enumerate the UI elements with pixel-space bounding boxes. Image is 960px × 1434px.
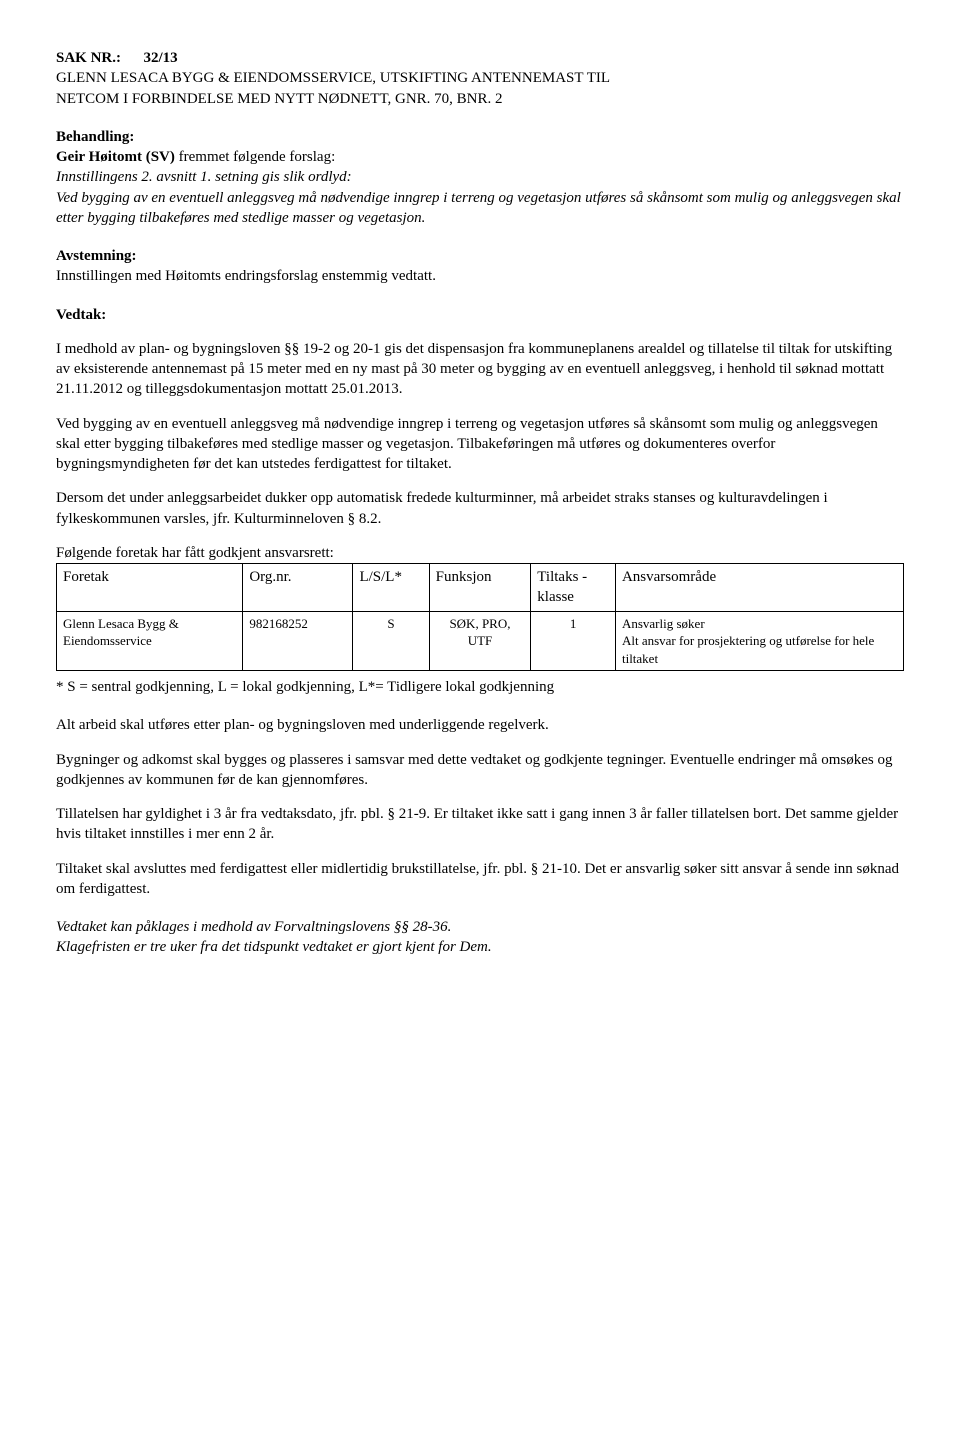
table-row: Glenn Lesaca Bygg & Eiendomsservice 9821… <box>57 611 904 671</box>
ansvarsrett-intro: Følgende foretak har fått godkjent ansva… <box>56 543 904 563</box>
behandling-line1: Geir Høitomt (SV) fremmet følgende forsl… <box>56 147 904 167</box>
title-line-2: NETCOM I FORBINDELSE MED NYTT NØDNETT, G… <box>56 89 904 109</box>
col-foretak: Foretak <box>57 564 243 612</box>
title-line-1: GLENN LESACA BYGG & EIENDOMSSERVICE, UTS… <box>56 68 904 88</box>
col-klasse: Tiltaks - klasse <box>531 564 616 612</box>
vedtak-p3: Dersom det under anleggsarbeidet dukker … <box>56 488 904 529</box>
ansvarsrett-table: Foretak Org.nr. L/S/L* Funksjon Tiltaks … <box>56 563 904 671</box>
sak-line: SAK NR.: 32/13 <box>56 48 904 68</box>
behandling-rest: fremmet følgende forslag: <box>175 149 335 165</box>
sak-value: 32/13 <box>144 50 178 66</box>
tail-p1: Alt arbeid skal utføres etter plan- og b… <box>56 715 904 735</box>
col-orgnr: Org.nr. <box>243 564 353 612</box>
cell-funksjon: SØK, PRO, UTF <box>429 611 531 671</box>
tail-italic-1: Vedtaket kan påklages i medhold av Forva… <box>56 917 904 937</box>
sak-label: SAK NR.: <box>56 50 121 66</box>
cell-foretak: Glenn Lesaca Bygg & Eiendomsservice <box>57 611 243 671</box>
col-omrade: Ansvarsområde <box>615 564 903 612</box>
cell-lsl: S <box>353 611 429 671</box>
avstemning-heading: Avstemning: <box>56 246 904 266</box>
behandling-heading: Behandling: <box>56 127 904 147</box>
ansvarsrett-footnote: * S = sentral godkjenning, L = lokal god… <box>56 677 904 697</box>
col-funksjon: Funksjon <box>429 564 531 612</box>
vedtak-heading: Vedtak: <box>56 305 904 325</box>
avstemning-text: Innstillingen med Høitomts endringsforsl… <box>56 266 904 286</box>
table-header-row: Foretak Org.nr. L/S/L* Funksjon Tiltaks … <box>57 564 904 612</box>
cell-omrade: Ansvarlig søker Alt ansvar for prosjekte… <box>615 611 903 671</box>
tail-p2: Bygninger og adkomst skal bygges og plas… <box>56 750 904 791</box>
vedtak-p2: Ved bygging av en eventuell anleggsveg m… <box>56 414 904 475</box>
tail-italic-2: Klagefristen er tre uker fra det tidspun… <box>56 937 904 957</box>
behandling-italic: Innstillingens 2. avsnitt 1. setning gis… <box>56 167 904 228</box>
tail-p3: Tillatelsen har gyldighet i 3 år fra ved… <box>56 804 904 845</box>
behandling-author: Geir Høitomt (SV) <box>56 149 175 165</box>
cell-klasse: 1 <box>531 611 616 671</box>
col-lsl: L/S/L* <box>353 564 429 612</box>
tail-p4: Tiltaket skal avsluttes med ferdigattest… <box>56 859 904 900</box>
cell-orgnr: 982168252 <box>243 611 353 671</box>
vedtak-p1: I medhold av plan- og bygningsloven §§ 1… <box>56 339 904 400</box>
